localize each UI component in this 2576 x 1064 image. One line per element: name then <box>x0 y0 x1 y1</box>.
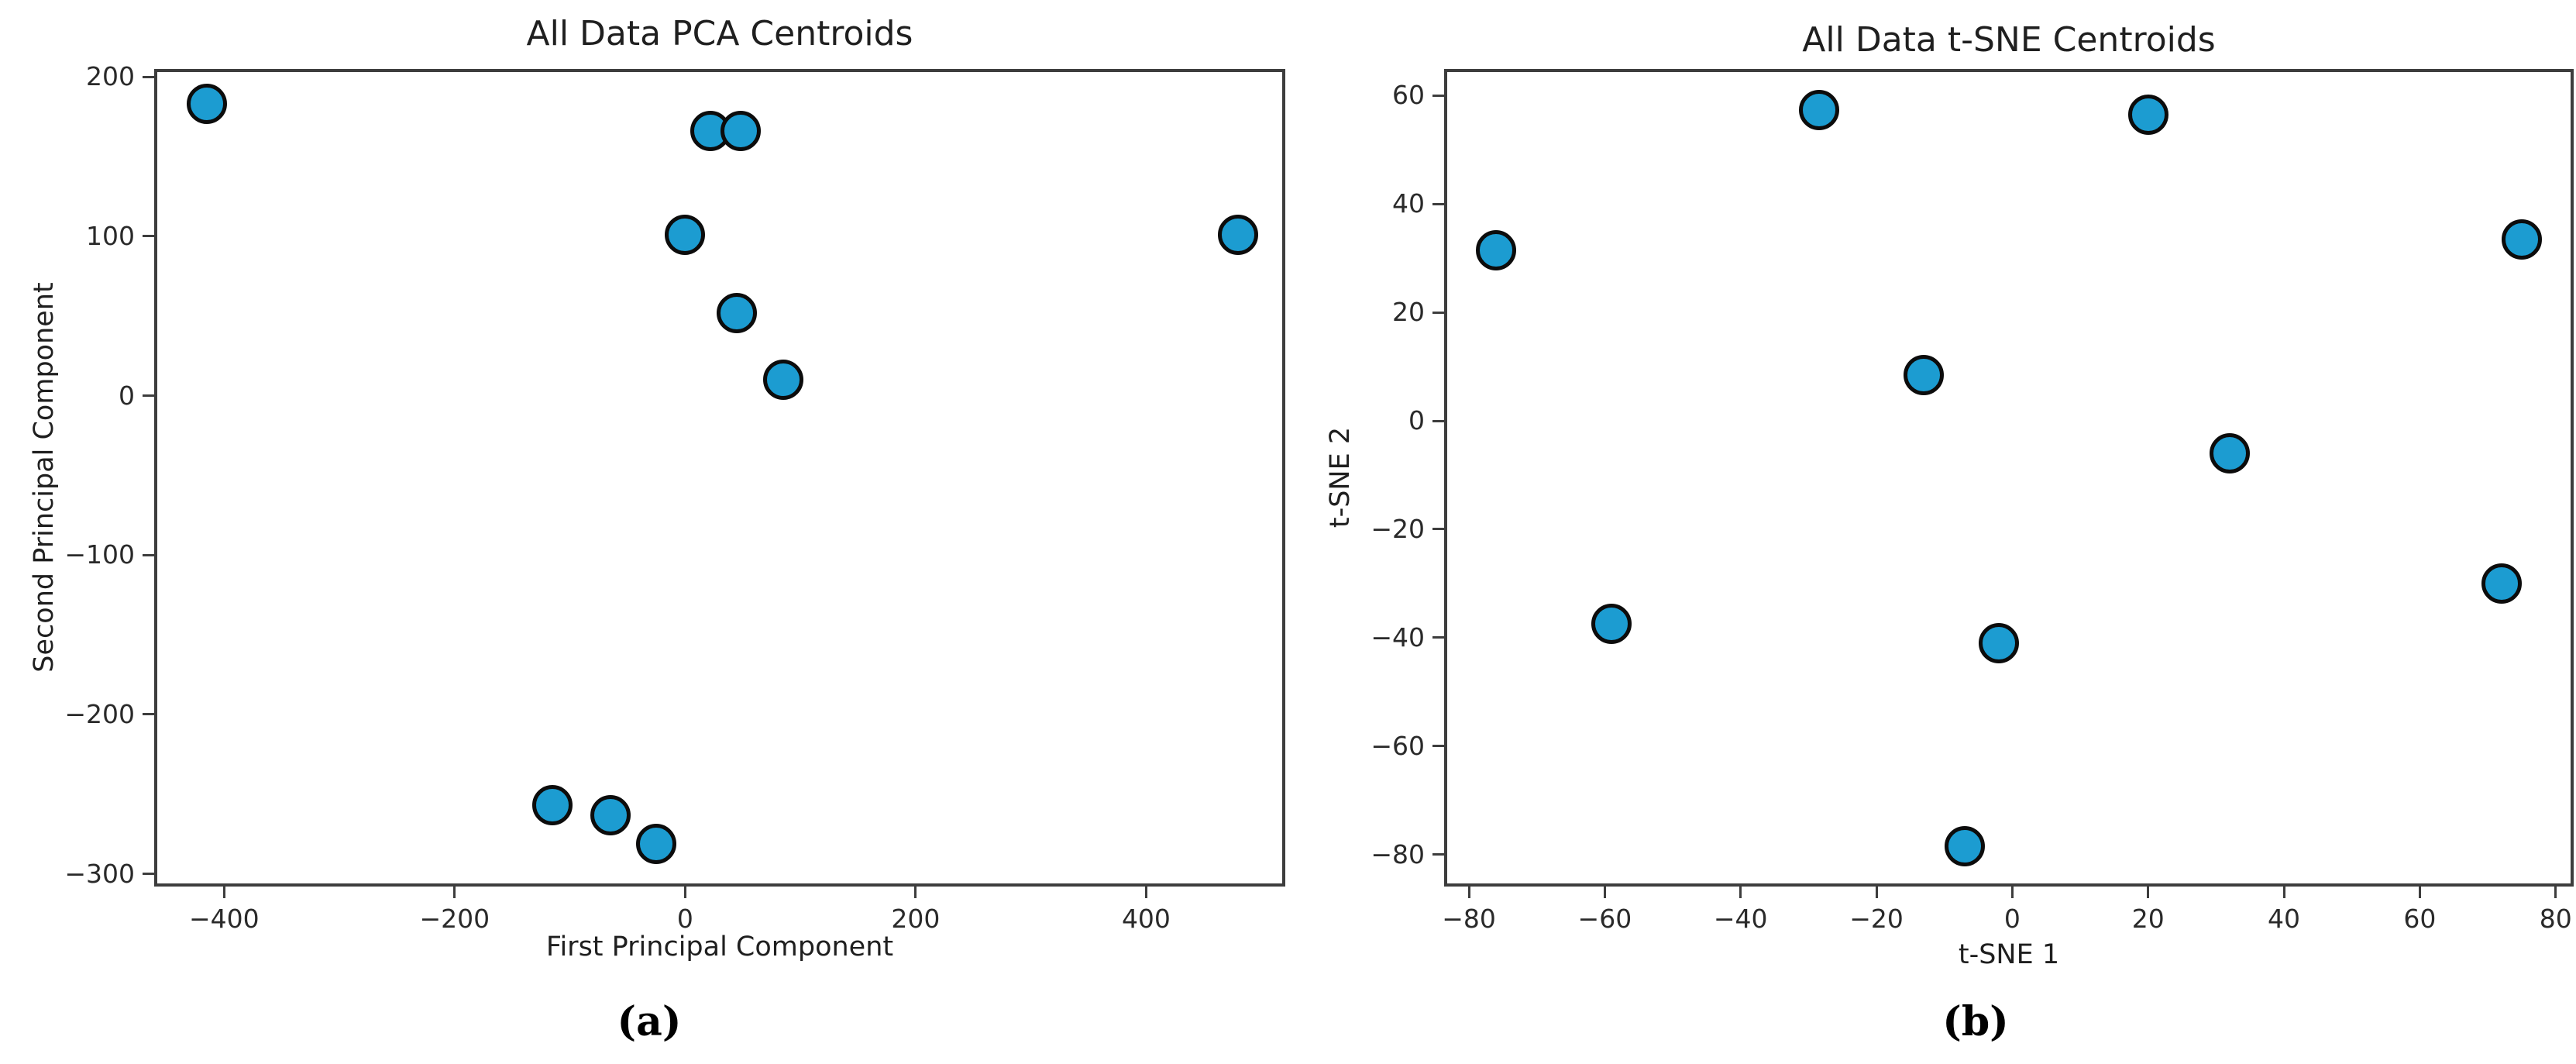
centroid-data-point <box>1945 826 1986 867</box>
x-tick-mark <box>1144 887 1147 898</box>
y-tick-mark <box>143 553 154 556</box>
x-axis-label: First Principal Component <box>545 931 894 962</box>
y-tick-mark <box>1432 636 1444 639</box>
y-tick-label: −200 <box>64 698 135 729</box>
centroid-data-point <box>720 111 761 152</box>
y-tick-label: −300 <box>64 858 135 889</box>
chart-title: All Data t-SNE Centroids <box>1802 20 2216 60</box>
x-tick-label: 20 <box>2131 904 2165 934</box>
y-axis-label: t-SNE 2 <box>1325 426 1356 529</box>
x-tick-label: −60 <box>1577 904 1632 934</box>
centroid-data-point <box>2501 219 2542 260</box>
pca-scatter-figure: All Data PCA Centroids Second Principal … <box>0 0 1286 1064</box>
tsne-scatter-figure: All Data t-SNE Centroids t-SNE 2 t-SNE 1… <box>1286 0 2576 1064</box>
plot-area <box>1444 69 2574 887</box>
x-tick-mark <box>2147 887 2150 898</box>
x-tick-label: −40 <box>1713 904 1768 934</box>
centroid-data-point <box>762 359 803 400</box>
y-tick-mark <box>1432 745 1444 748</box>
centroid-data-point <box>186 84 227 125</box>
subfigure-caption-b: (b) <box>1942 998 2009 1045</box>
y-tick-label: 0 <box>119 380 135 411</box>
y-tick-label: 100 <box>86 220 135 251</box>
y-tick-mark <box>1432 94 1444 97</box>
x-tick-label: −80 <box>1442 904 1496 934</box>
x-tick-mark <box>2418 887 2421 898</box>
x-tick-label: 0 <box>676 904 693 934</box>
centroid-data-point <box>532 785 573 826</box>
plot-area <box>154 69 1285 887</box>
x-tick-mark <box>914 887 917 898</box>
y-tick-label: −20 <box>1371 513 1425 544</box>
centroid-data-point <box>1218 214 1259 255</box>
centroid-data-point <box>590 794 631 835</box>
centroid-data-point <box>1798 89 1839 130</box>
y-tick-mark <box>143 394 154 398</box>
y-tick-label: −100 <box>64 539 135 570</box>
x-tick-mark <box>2554 887 2557 898</box>
y-tick-label: −40 <box>1371 622 1425 653</box>
x-tick-label: −20 <box>1849 904 1904 934</box>
y-axis-label: Second Principal Component <box>29 282 60 673</box>
x-tick-label: 80 <box>2539 904 2572 934</box>
x-axis-label: t-SNE 1 <box>1958 939 2060 970</box>
y-tick-mark <box>1432 311 1444 314</box>
centroid-data-point <box>665 214 706 255</box>
y-tick-label: −60 <box>1371 730 1425 761</box>
x-tick-mark <box>222 887 225 898</box>
x-tick-label: 400 <box>1121 904 1171 934</box>
chart-title: All Data PCA Centroids <box>526 14 913 53</box>
x-tick-label: −200 <box>419 904 490 934</box>
y-tick-mark <box>143 235 154 238</box>
y-tick-label: 60 <box>1392 80 1425 111</box>
subfigure-caption-a: (a) <box>617 998 682 1045</box>
x-tick-mark <box>2282 887 2285 898</box>
x-tick-mark <box>683 887 686 898</box>
centroid-data-point <box>1591 604 1632 645</box>
y-tick-label: 200 <box>86 61 135 92</box>
x-tick-mark <box>2010 887 2014 898</box>
x-tick-mark <box>453 887 456 898</box>
y-tick-label: 20 <box>1392 297 1425 328</box>
y-tick-mark <box>143 75 154 78</box>
centroid-data-point <box>2127 94 2168 135</box>
y-tick-mark <box>143 713 154 716</box>
centroid-data-point <box>1904 354 1945 395</box>
centroid-data-point <box>2209 433 2250 473</box>
y-tick-label: 0 <box>1408 405 1425 436</box>
x-tick-label: 200 <box>891 904 941 934</box>
x-tick-mark <box>1467 887 1470 898</box>
x-tick-label: 60 <box>2403 904 2437 934</box>
x-tick-mark <box>1603 887 1606 898</box>
x-tick-mark <box>1739 887 1742 898</box>
centroid-data-point <box>1476 229 1517 270</box>
y-tick-mark <box>1432 528 1444 531</box>
y-tick-mark <box>1432 853 1444 856</box>
y-tick-label: 40 <box>1392 188 1425 219</box>
centroid-data-point <box>717 292 758 333</box>
x-tick-label: 0 <box>2003 904 2021 934</box>
y-tick-mark <box>1432 202 1444 205</box>
centroid-data-point <box>636 823 677 864</box>
x-tick-label: −400 <box>188 904 260 934</box>
centroid-data-point <box>2481 563 2522 604</box>
y-tick-label: −80 <box>1371 838 1425 869</box>
x-tick-label: 40 <box>2268 904 2301 934</box>
centroid-data-point <box>1978 622 2019 663</box>
y-tick-mark <box>1432 419 1444 422</box>
x-tick-mark <box>1875 887 1878 898</box>
y-tick-mark <box>143 873 154 876</box>
